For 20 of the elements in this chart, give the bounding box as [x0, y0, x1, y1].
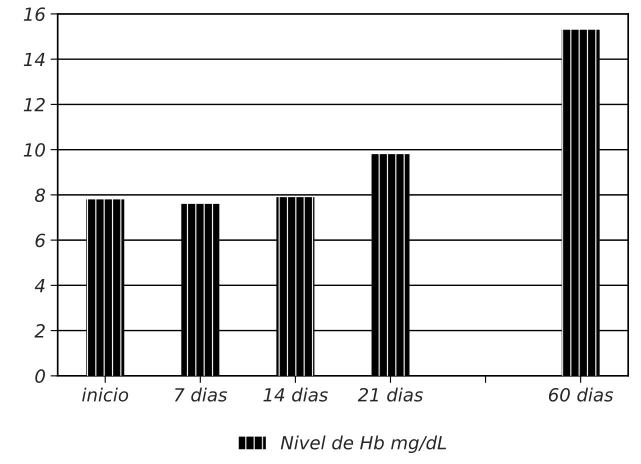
y-tick-label: 14 [24, 52, 45, 66]
y-tick-label: 16 [24, 7, 46, 22]
y-tick-label: 2 [34, 324, 45, 338]
x-tick-label: 21 dias [358, 388, 423, 402]
bar [181, 204, 220, 376]
y-tick-label: 10 [24, 143, 45, 157]
y-tick-label: 0 [35, 369, 45, 383]
y-tick-label: 12 [24, 98, 45, 112]
x-tick-label: 60 dias [548, 388, 614, 402]
y-tick-label: 4 [34, 279, 45, 292]
bar [562, 30, 600, 376]
x-tick-label: inicio [82, 388, 128, 402]
bar [371, 154, 410, 376]
y-tick-label: 8 [35, 188, 46, 202]
bar [86, 199, 124, 376]
x-tick-label: 14 dias [263, 388, 328, 402]
bar [276, 197, 314, 376]
x-tick-label: 7 dias [174, 388, 228, 402]
y-tick-label: 6 [36, 234, 46, 248]
legend-label: Nivel de Hb mg/dL [280, 436, 446, 453]
